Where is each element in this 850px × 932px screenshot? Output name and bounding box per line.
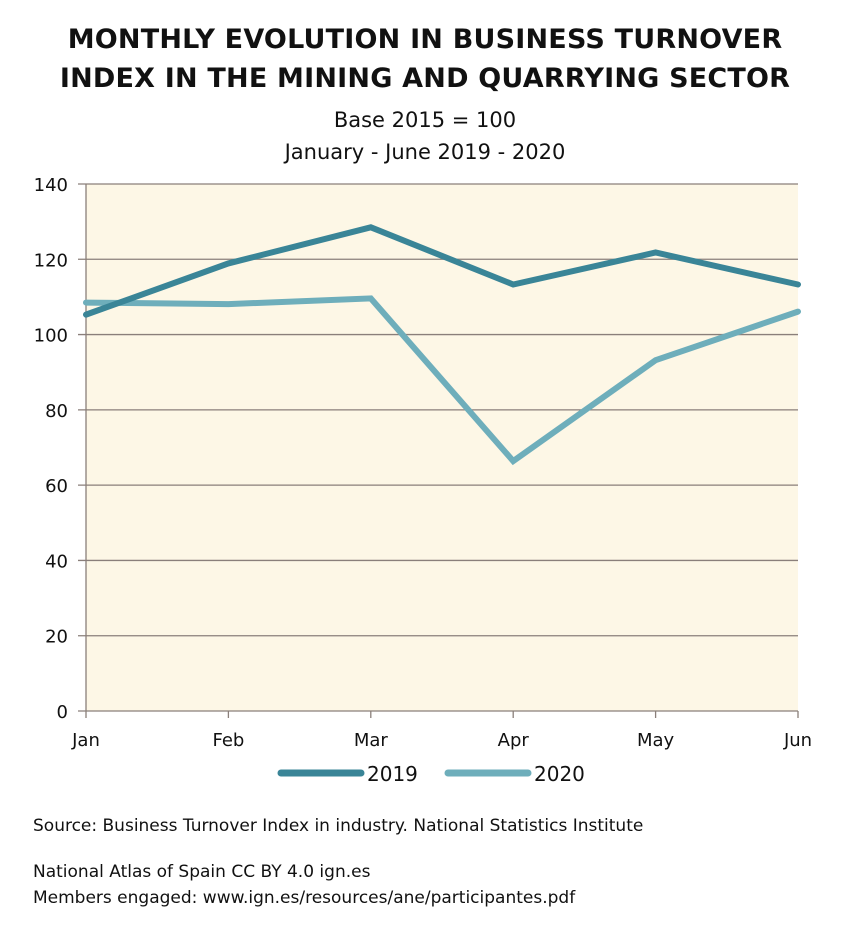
- series-lines: [83, 224, 801, 466]
- chart-subtitle-base: Base 2015 = 100: [333, 108, 517, 132]
- legend-label-2019: 2019: [367, 762, 418, 786]
- chart-title-line2: INDEX IN THE MINING AND QUARRYING SECTOR: [59, 63, 791, 94]
- y-tick-label: 140: [34, 175, 68, 196]
- y-tick-label: 60: [45, 476, 68, 497]
- x-axis: Jan Feb Mar Apr May Jun: [71, 711, 812, 751]
- legend-label-2020: 2020: [534, 762, 585, 786]
- atlas-credit: National Atlas of Spain CC BY 4.0 ign.es: [33, 862, 371, 882]
- legend: 2019 2020: [277, 762, 585, 786]
- y-tick-label: 80: [45, 401, 68, 422]
- x-tick-label: Feb: [212, 730, 244, 751]
- x-tick-label: Mar: [354, 730, 389, 751]
- x-tick-label: Jun: [783, 730, 812, 751]
- x-tick-label: May: [637, 730, 675, 751]
- x-tick-label: Apr: [498, 730, 530, 751]
- y-tick-label: 120: [34, 250, 68, 271]
- series-line-2019: [83, 224, 801, 318]
- chart-subtitle-period: January - June 2019 - 2020: [284, 140, 566, 164]
- y-tick-label: 40: [45, 551, 68, 572]
- y-tick-label: 20: [45, 627, 68, 648]
- series-line-2020: [83, 295, 801, 466]
- y-axis: 0 20 40 60 80 100 120 140: [34, 175, 68, 723]
- y-tick-label: 100: [34, 326, 68, 347]
- members-credit: Members engaged: www.ign.es/resources/an…: [33, 888, 576, 908]
- chart-title-line1: MONTHLY EVOLUTION IN BUSINESS TURNOVER: [67, 24, 783, 55]
- source-note: Source: Business Turnover Index in indus…: [33, 816, 644, 836]
- x-tick-label: Jan: [71, 730, 100, 751]
- line-chart: 0 20 40 60 80 100 120 140 Jan Feb Mar Apr May Jun 20…: [34, 175, 812, 786]
- y-tick-label: 0: [57, 702, 68, 723]
